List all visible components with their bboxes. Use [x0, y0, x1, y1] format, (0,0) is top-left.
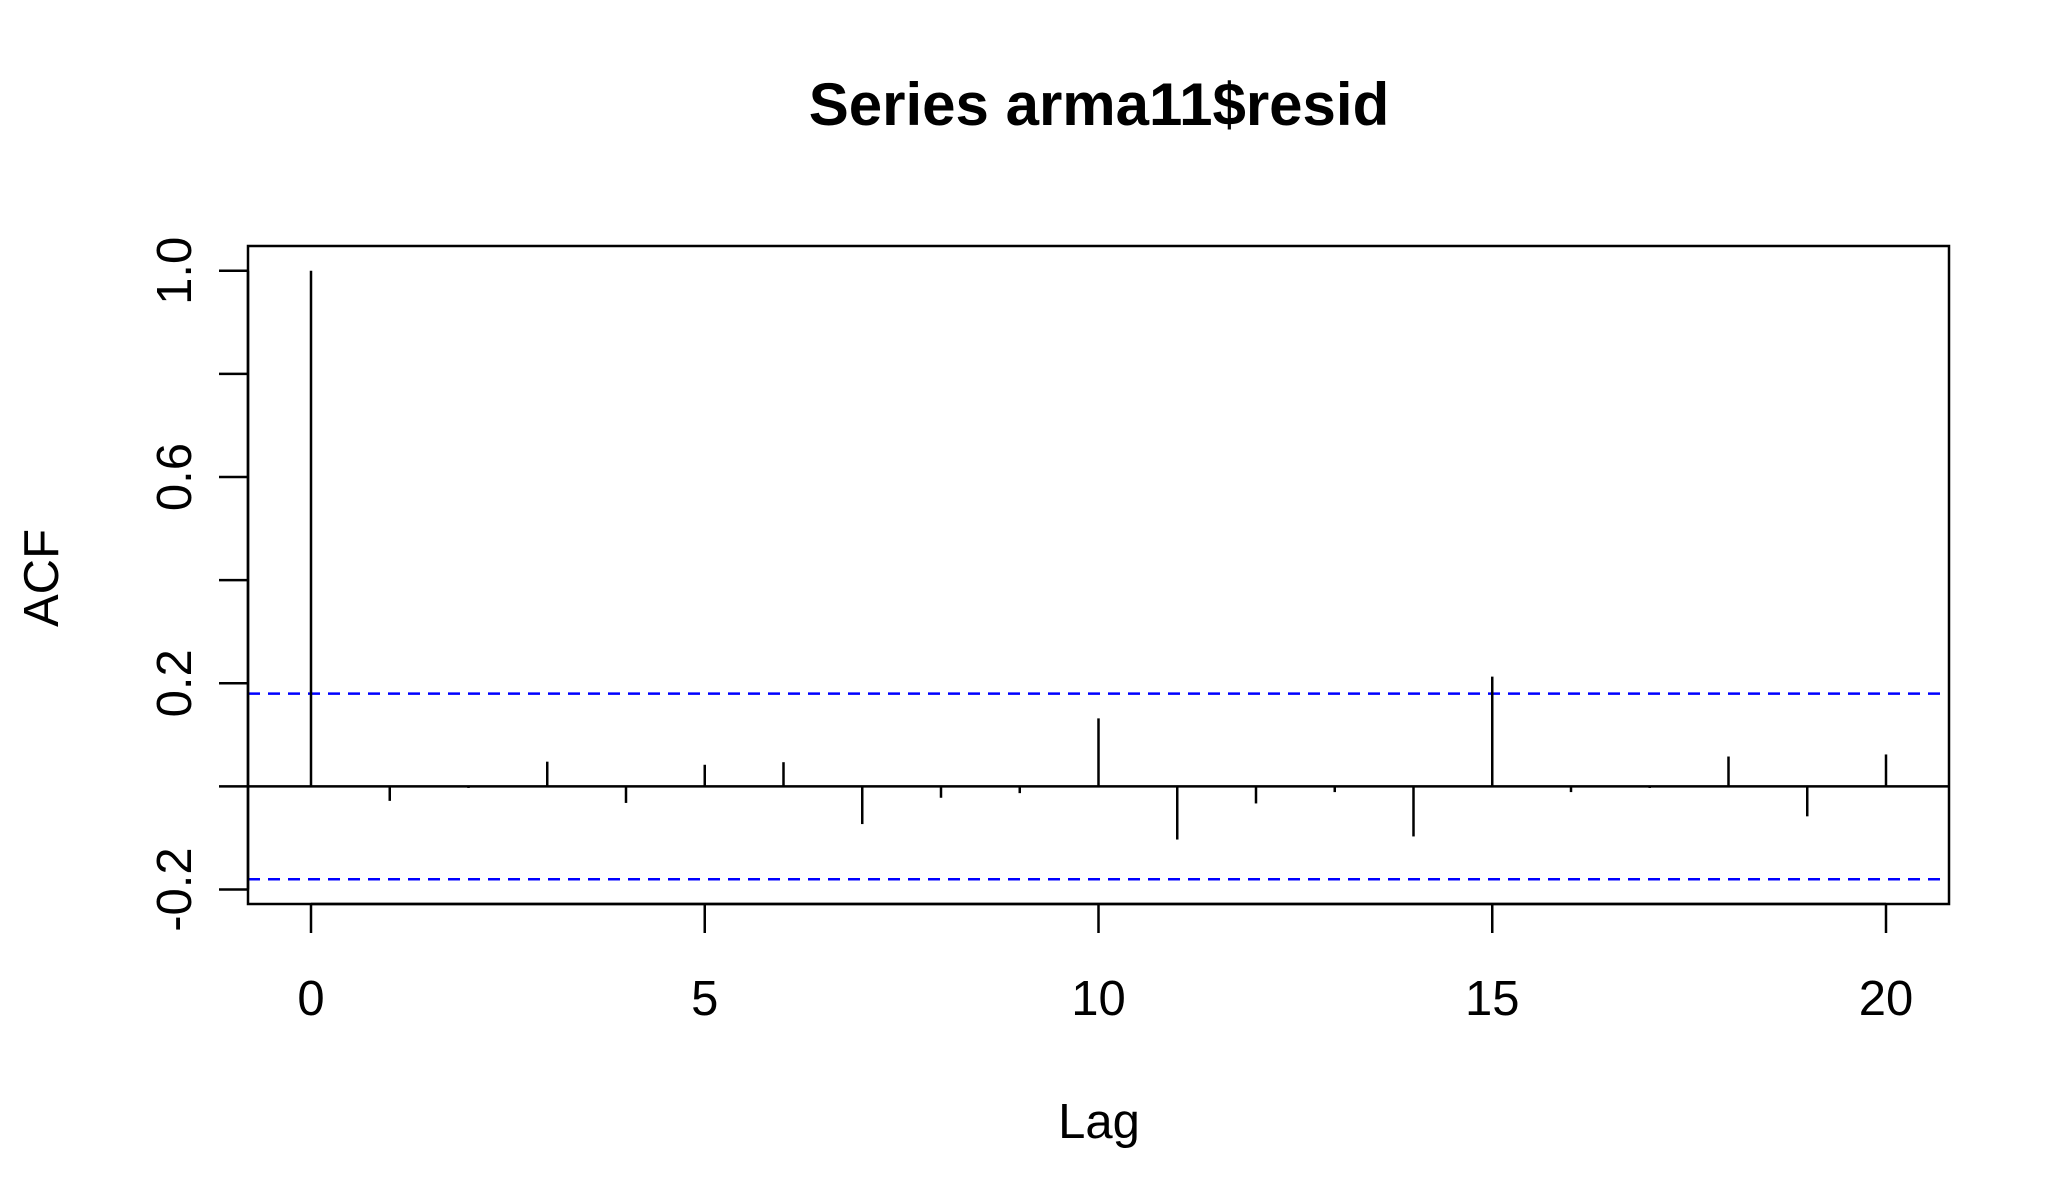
plot-area: [248, 270, 1949, 881]
x-tick-label: 10: [1071, 972, 1126, 1026]
x-tick-label: 20: [1859, 972, 1914, 1026]
chart-title: Series arma11$resid: [809, 71, 1389, 138]
x-axis-label: Lag: [1058, 1095, 1140, 1149]
y-axis: -0.2 0.2 0.6 1.0: [148, 237, 250, 932]
x-tick-label: 5: [691, 972, 718, 1026]
x-axis: 0 5 10 15 20: [297, 902, 1914, 1026]
y-tick-label: 1.0: [148, 237, 202, 305]
y-axis-label: ACF: [15, 529, 69, 627]
y-tick-label: -0.2: [148, 847, 202, 931]
y-tick-label: 0.2: [148, 649, 202, 717]
y-tick-label: 0.6: [148, 443, 202, 511]
x-tick-label: 0: [297, 972, 324, 1026]
plot-frame: [246, 244, 1951, 906]
x-tick-label: 15: [1465, 972, 1520, 1026]
